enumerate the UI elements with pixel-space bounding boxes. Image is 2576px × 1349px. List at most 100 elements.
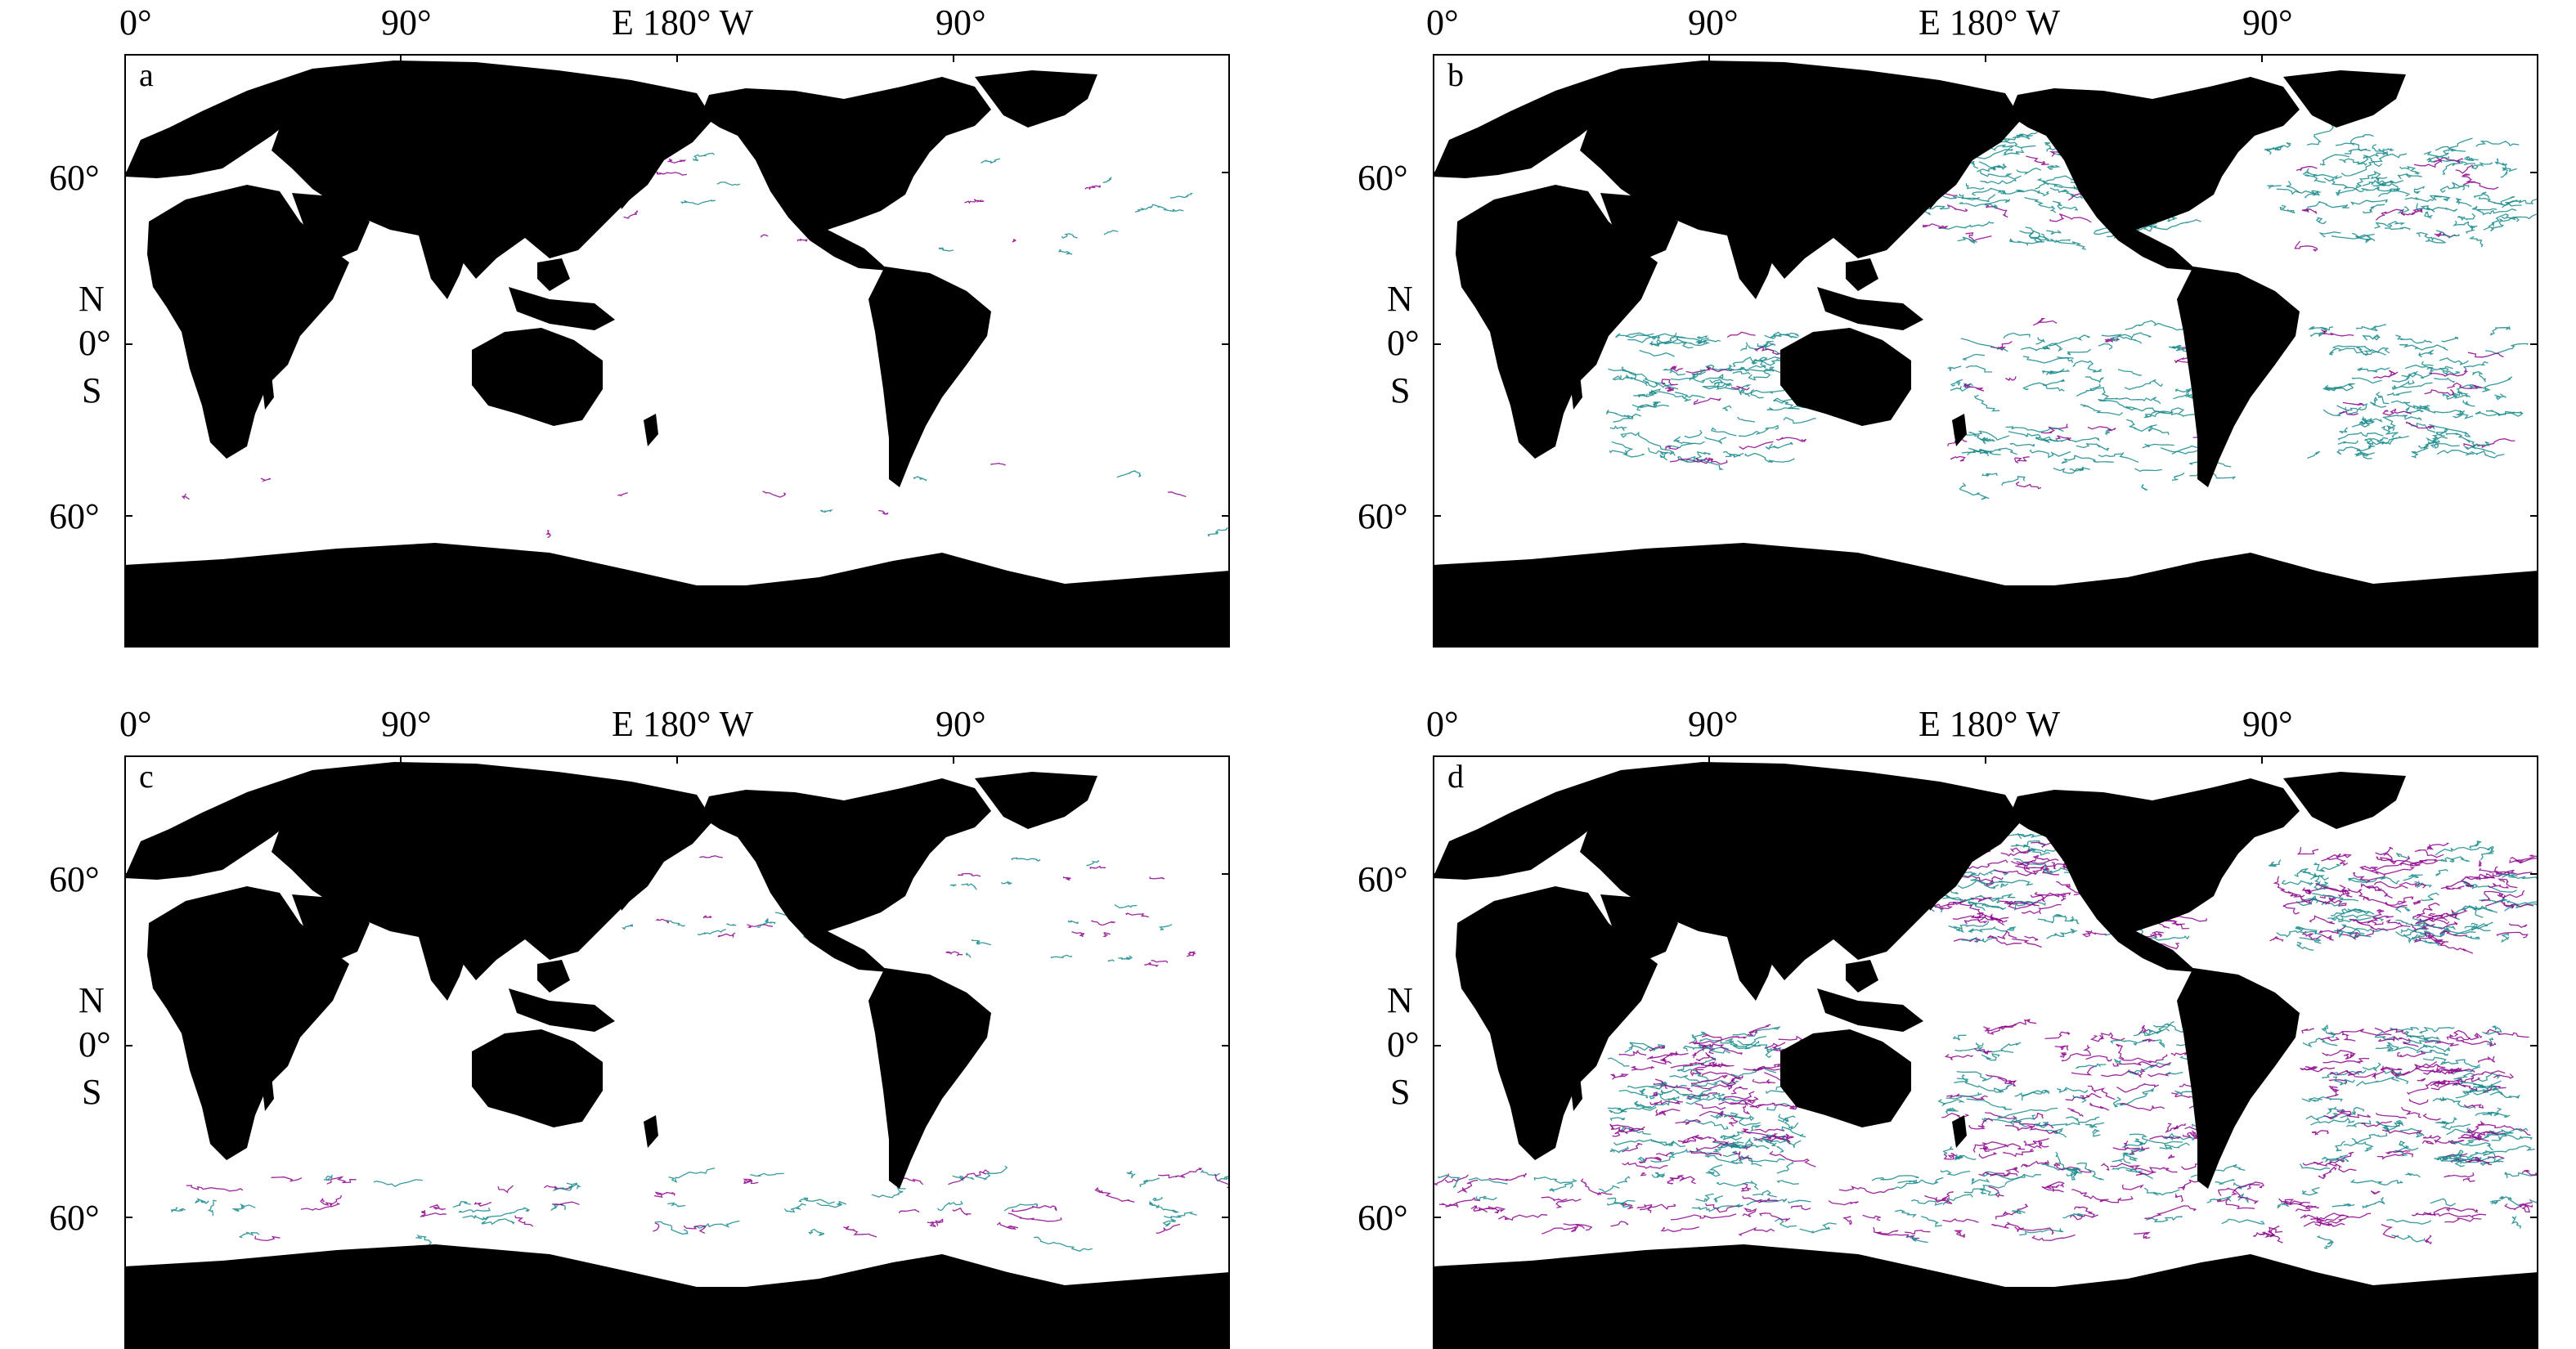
lat-label-0: 0° xyxy=(1387,323,1420,363)
track-teal xyxy=(1716,1181,1759,1190)
track-purple xyxy=(1997,930,2017,940)
track-purple xyxy=(1728,1075,1744,1091)
track-teal xyxy=(1533,1176,1577,1184)
track-teal xyxy=(2390,400,2430,411)
track-purple xyxy=(2051,862,2056,870)
track-teal xyxy=(2344,148,2367,155)
track-purple xyxy=(2045,1184,2060,1192)
track-teal xyxy=(2351,420,2375,428)
track-teal xyxy=(1961,936,1997,943)
track-teal xyxy=(2475,410,2524,417)
track-teal xyxy=(2504,1172,2538,1179)
track-teal xyxy=(2337,440,2358,446)
track-purple xyxy=(1089,865,1106,869)
track-purple xyxy=(717,932,736,939)
track-teal xyxy=(2055,240,2086,250)
track-purple xyxy=(1944,1054,1973,1061)
track-purple xyxy=(2073,1206,2098,1218)
track-purple xyxy=(1995,1203,2029,1220)
track-teal xyxy=(1003,1203,1039,1212)
track-teal xyxy=(1633,388,1662,397)
panel-letter-b: b xyxy=(1447,56,1464,93)
track-teal xyxy=(2035,436,2059,443)
track-teal xyxy=(1665,441,1705,449)
track-teal xyxy=(2372,144,2384,152)
track-teal xyxy=(2483,213,2509,231)
track-teal xyxy=(2453,927,2491,936)
track-teal xyxy=(1956,1073,1969,1082)
track-teal xyxy=(2424,1045,2451,1053)
track-purple xyxy=(996,1221,1019,1230)
track-teal xyxy=(2324,1154,2349,1163)
track-purple xyxy=(2424,388,2454,397)
track-teal xyxy=(1061,233,1078,239)
track-teal xyxy=(1732,1026,1781,1037)
track-purple xyxy=(1685,366,1735,374)
track-purple xyxy=(1012,238,1016,243)
track-purple xyxy=(1985,204,2008,218)
track-teal xyxy=(2391,370,2418,383)
track-teal xyxy=(2301,1186,2320,1196)
lat-label-n: N xyxy=(1387,279,1413,319)
track-teal xyxy=(1695,1193,1714,1203)
track-teal xyxy=(2143,1187,2180,1196)
track-teal xyxy=(2449,856,2471,863)
track-purple xyxy=(2101,1163,2110,1171)
track-teal xyxy=(2313,862,2342,872)
track-teal xyxy=(1730,1112,1761,1127)
land-se-asia-islands xyxy=(509,287,615,330)
track-purple xyxy=(181,493,190,500)
track-purple xyxy=(623,209,638,219)
track-purple xyxy=(1695,457,1728,465)
track-teal xyxy=(2076,442,2110,451)
track-teal xyxy=(2461,905,2493,912)
track-teal xyxy=(170,1207,186,1213)
land-north-america xyxy=(2009,778,2300,972)
track-purple xyxy=(2290,893,2313,905)
track-teal xyxy=(2419,1026,2455,1034)
track-purple xyxy=(2373,370,2399,379)
track-teal xyxy=(1716,1096,1747,1103)
track-purple xyxy=(2030,892,2071,899)
track-teal xyxy=(1677,450,1711,463)
track-purple xyxy=(2397,895,2414,903)
land-north-america xyxy=(2009,77,2300,271)
track-purple xyxy=(2466,1128,2501,1136)
track-teal xyxy=(2322,387,2341,392)
track-teal xyxy=(971,939,992,946)
track-purple xyxy=(743,1178,759,1185)
track-purple xyxy=(683,1225,706,1234)
track-purple xyxy=(2138,1024,2150,1035)
track-purple xyxy=(1991,1221,2025,1230)
track-teal xyxy=(2351,377,2382,384)
top-label-90e: 90° xyxy=(381,704,432,744)
track-teal xyxy=(981,158,1000,164)
track-teal xyxy=(2110,335,2143,344)
lat-label-n: N xyxy=(79,980,105,1020)
map-a xyxy=(124,54,1230,648)
land-masses xyxy=(1433,762,2538,1349)
track-teal xyxy=(2416,231,2447,244)
track-purple xyxy=(2467,1156,2493,1166)
track-teal xyxy=(2416,1049,2449,1056)
track-purple xyxy=(2031,1234,2076,1241)
track-purple xyxy=(2397,1050,2426,1058)
track-teal xyxy=(1954,1046,2014,1054)
track-purple xyxy=(2423,1212,2487,1219)
track-purple xyxy=(2283,1199,2310,1206)
track-purple xyxy=(2412,1207,2450,1217)
track-teal xyxy=(2415,924,2476,934)
track-purple xyxy=(2377,1035,2412,1042)
lat-label-0: 0° xyxy=(1387,1024,1420,1064)
track-purple xyxy=(2478,1055,2496,1063)
track-purple xyxy=(2000,849,2031,857)
track-teal xyxy=(2165,1071,2183,1075)
track-purple xyxy=(1728,1117,1739,1127)
track-purple xyxy=(1963,917,1989,925)
track-teal xyxy=(1475,1195,1497,1201)
track-teal xyxy=(2488,1127,2529,1134)
track-purple xyxy=(2359,865,2378,871)
track-teal xyxy=(2331,908,2364,917)
track-purple xyxy=(1670,365,1683,372)
track-teal xyxy=(2362,334,2381,341)
